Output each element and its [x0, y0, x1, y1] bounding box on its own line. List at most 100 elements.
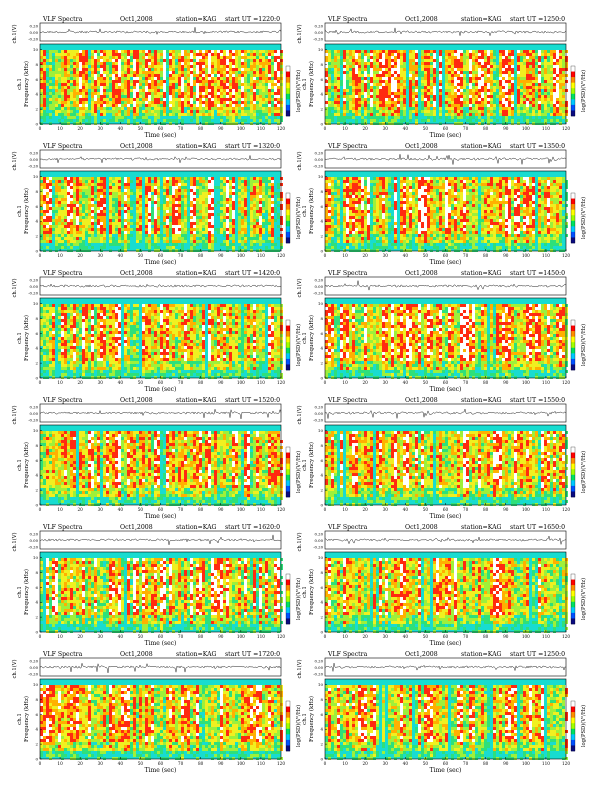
freq-axis-label: Frequency (kHz) [308, 442, 315, 488]
colorbar-segment [571, 82, 575, 89]
panel-start-ut: start UT =1720:0 [225, 651, 280, 658]
time-tick-label: 0 [324, 253, 327, 258]
waveform-tick-label: 0.20 [315, 24, 324, 29]
colorbar-frame [570, 700, 576, 752]
time-tick-label: 70 [463, 507, 469, 512]
panel-date: Oct1,2008 [120, 397, 153, 404]
freq-tick-label: 2 [35, 361, 38, 366]
time-tick-label: 70 [178, 126, 184, 131]
freq-tick-label: 8 [35, 697, 38, 702]
time-tick-label: 120 [562, 380, 570, 385]
freq-tick-label: 10 [33, 682, 39, 687]
freq-tick-label: 10 [318, 174, 324, 179]
waveform-tick-label: 0.00 [315, 284, 324, 289]
waveform-axis-label: ch.1(V) [11, 279, 18, 298]
panel-station: station=KAG [461, 16, 502, 23]
colorbar-segment [571, 474, 575, 481]
colorbar-label: log(PSD)(V²/Hz) [295, 324, 302, 366]
colorbar-label: log(PSD)(V²/Hz) [580, 578, 587, 620]
waveform-axis-label: ch.1(V) [296, 533, 303, 552]
waveform-tick-label: 0.00 [30, 284, 39, 289]
spectra-panel: VLF Spectra Oct1,2008 station=KAG start UT … [11, 143, 302, 266]
freq-tick-label: 6 [35, 331, 38, 336]
spectra-panel: VLF Spectra Oct1,2008 station=KAG start UT … [11, 651, 302, 774]
spectra-panel: VLF Spectra Oct1,2008 station=KAG start UT … [296, 16, 587, 139]
panel-station: station=KAG [461, 270, 502, 277]
panel-station: station=KAG [176, 524, 217, 531]
waveform-tick-label: 0.20 [30, 278, 39, 283]
spectrogram [325, 298, 568, 379]
waveform-axis-label: ch.1(V) [11, 152, 18, 171]
time-tick-label: 60 [158, 761, 164, 766]
freq-axis-label: Frequency (kHz) [23, 442, 30, 488]
freq-tick-label: 2 [320, 615, 323, 620]
freq-tick-label: 8 [35, 62, 38, 67]
panel-station: station=KAG [176, 270, 217, 277]
panel-date: Oct1,2008 [405, 16, 438, 23]
time-tick-label: 80 [483, 380, 489, 385]
colorbar-segment [571, 347, 575, 354]
time-axis-label: Time (sec) [430, 513, 462, 520]
colorbar-segment [286, 612, 290, 619]
waveform-tick-label: 0.00 [30, 157, 39, 162]
colorbar-segment [286, 452, 290, 459]
colorbar-segment [571, 463, 575, 470]
time-tick-label: 60 [443, 507, 449, 512]
freq-axis-label: Frequency (kHz) [23, 188, 30, 234]
time-tick-label: 70 [178, 507, 184, 512]
freq-tick-label: 4 [35, 92, 38, 97]
freq-tick-label: 0 [35, 122, 38, 127]
freq-tick-label: 4 [320, 473, 323, 478]
time-tick-label: 110 [257, 126, 265, 131]
colorbar-segment [571, 485, 575, 492]
time-tick-label: 110 [542, 380, 550, 385]
time-tick-label: 20 [362, 761, 368, 766]
colorbar-segment [571, 579, 575, 586]
colorbar-segment [571, 231, 575, 238]
time-tick-label: 70 [178, 761, 184, 766]
freq-tick-label: 8 [320, 316, 323, 321]
spectrogram [40, 44, 283, 125]
colorbar-segment [571, 99, 575, 106]
waveform-trace [39, 408, 282, 420]
waveform-trace [39, 534, 282, 545]
time-axis-label: Time (sec) [145, 513, 177, 520]
time-tick-label: 100 [522, 761, 530, 766]
waveform-tick-label: -0.20 [313, 291, 323, 296]
freq-axis-label: Frequency (kHz) [23, 696, 30, 742]
waveform-tick-label: -0.20 [313, 545, 323, 550]
colorbar-segment [286, 325, 290, 332]
time-tick-label: 90 [503, 761, 509, 766]
colorbar-label: log(PSD)(V²/Hz) [580, 70, 587, 112]
panel-start-ut: start UT =1550:0 [510, 397, 565, 404]
colorbar-segment [571, 66, 575, 72]
freq-tick-label: 2 [35, 615, 38, 620]
time-tick-label: 50 [423, 380, 429, 385]
time-tick-label: 20 [77, 507, 83, 512]
freq-tick-label: 10 [318, 47, 324, 52]
panel-title: VLF Spectra [327, 143, 368, 150]
channel-label: ch.1 [302, 459, 308, 471]
waveform-axis-label: ch.1(V) [296, 25, 303, 44]
time-tick-label: 70 [178, 634, 184, 639]
waveform-tick-label: -0.20 [313, 418, 323, 423]
waveform-tick-label: 0.00 [30, 665, 39, 670]
freq-tick-label: 6 [35, 585, 38, 590]
time-tick-label: 0 [39, 634, 42, 639]
colorbar-label: log(PSD)(V²/Hz) [580, 197, 587, 239]
time-tick-label: 60 [158, 380, 164, 385]
time-tick-label: 20 [362, 253, 368, 258]
freq-tick-label: 0 [320, 757, 323, 762]
panel-date: Oct1,2008 [120, 143, 153, 150]
colorbar-label: log(PSD)(V²/Hz) [580, 324, 587, 366]
colorbar-segment [286, 347, 290, 354]
freq-tick-label: 8 [35, 316, 38, 321]
spectrogram [325, 552, 568, 633]
freq-tick-label: 8 [35, 570, 38, 575]
spectrogram [40, 425, 283, 506]
time-tick-label: 30 [98, 380, 104, 385]
freq-tick-label: 0 [35, 376, 38, 381]
waveform-tick-label: -0.20 [28, 291, 38, 296]
channel-label: ch.1 [302, 78, 308, 90]
freq-tick-label: 10 [33, 174, 39, 179]
